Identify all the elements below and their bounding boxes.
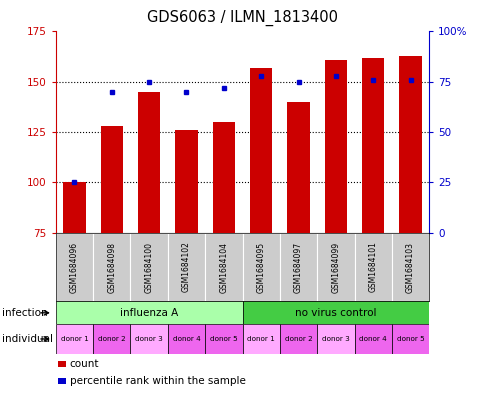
Bar — [56, 233, 93, 301]
Text: donor 1: donor 1 — [60, 336, 88, 342]
Bar — [93, 324, 130, 354]
Text: donor 3: donor 3 — [321, 336, 349, 342]
Bar — [391, 233, 428, 301]
Text: no virus control: no virus control — [294, 308, 376, 318]
Bar — [100, 126, 123, 233]
Text: GSM1684095: GSM1684095 — [256, 241, 265, 293]
Bar — [317, 324, 354, 354]
Text: donor 5: donor 5 — [210, 336, 237, 342]
Text: donor 4: donor 4 — [359, 336, 386, 342]
Bar — [137, 92, 160, 233]
Bar — [391, 324, 428, 354]
Bar — [130, 233, 167, 301]
Bar — [175, 130, 197, 233]
Bar — [317, 233, 354, 301]
Text: GSM1684100: GSM1684100 — [144, 242, 153, 292]
Bar — [398, 55, 421, 233]
Text: infection: infection — [2, 308, 48, 318]
Bar — [249, 68, 272, 233]
Bar — [205, 233, 242, 301]
Bar — [279, 324, 317, 354]
Bar — [287, 102, 309, 233]
Bar — [242, 233, 279, 301]
Bar — [242, 324, 279, 354]
Bar — [56, 324, 93, 354]
Text: GSM1684101: GSM1684101 — [368, 242, 377, 292]
Bar — [279, 233, 317, 301]
Bar — [93, 233, 130, 301]
Bar — [167, 233, 205, 301]
Text: individual: individual — [2, 334, 53, 344]
Text: GSM1684104: GSM1684104 — [219, 242, 228, 292]
Bar — [56, 301, 242, 324]
Text: donor 2: donor 2 — [284, 336, 312, 342]
Text: GDS6063 / ILMN_1813400: GDS6063 / ILMN_1813400 — [147, 10, 337, 26]
Text: donor 3: donor 3 — [135, 336, 163, 342]
Bar — [205, 324, 242, 354]
Text: GSM1684102: GSM1684102 — [182, 242, 191, 292]
Bar — [212, 122, 235, 233]
Text: donor 2: donor 2 — [98, 336, 125, 342]
Bar — [361, 58, 384, 233]
Text: percentile rank within the sample: percentile rank within the sample — [70, 376, 245, 386]
Text: count: count — [70, 359, 99, 369]
Text: donor 5: donor 5 — [396, 336, 424, 342]
Text: donor 1: donor 1 — [247, 336, 274, 342]
Text: GSM1684097: GSM1684097 — [293, 241, 302, 293]
Bar — [167, 324, 205, 354]
Bar — [63, 182, 86, 233]
Bar — [130, 324, 167, 354]
Text: influenza A: influenza A — [120, 308, 178, 318]
Text: donor 4: donor 4 — [172, 336, 200, 342]
Bar — [242, 301, 428, 324]
Bar — [354, 233, 391, 301]
Bar — [324, 60, 347, 233]
Text: GSM1684103: GSM1684103 — [405, 242, 414, 292]
Text: GSM1684098: GSM1684098 — [107, 242, 116, 292]
Bar — [354, 324, 391, 354]
Text: GSM1684096: GSM1684096 — [70, 241, 79, 293]
Text: GSM1684099: GSM1684099 — [331, 241, 340, 293]
